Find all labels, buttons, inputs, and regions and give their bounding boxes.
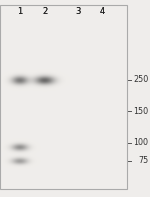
- Text: 1: 1: [17, 7, 22, 16]
- Bar: [0, 5, 127, 189]
- Text: 250: 250: [133, 75, 148, 84]
- Text: 4: 4: [99, 7, 105, 16]
- Text: 2: 2: [42, 7, 48, 16]
- Text: 75: 75: [138, 156, 148, 165]
- Bar: [0, 5, 127, 189]
- Text: 100: 100: [134, 138, 148, 147]
- Text: 3: 3: [75, 7, 81, 16]
- Text: 3: 3: [75, 7, 81, 16]
- Text: 2: 2: [42, 7, 48, 16]
- Text: 1: 1: [17, 7, 22, 16]
- Text: 4: 4: [99, 7, 105, 16]
- Text: 150: 150: [133, 107, 148, 116]
